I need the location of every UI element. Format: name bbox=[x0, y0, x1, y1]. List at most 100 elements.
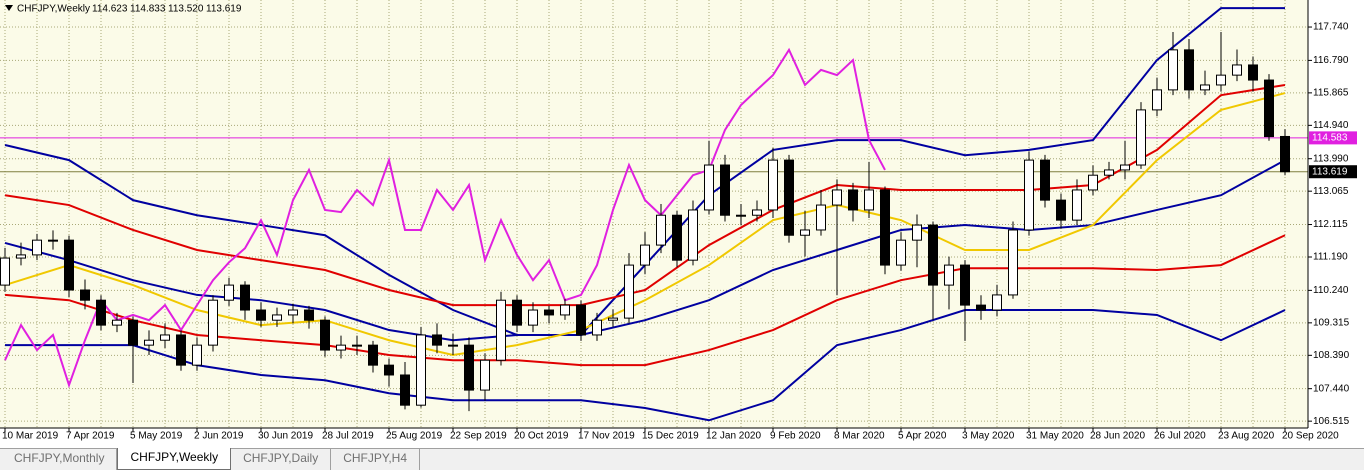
candle-body bbox=[1264, 79, 1274, 138]
tab[interactable]: CHFJPY,Weekly bbox=[117, 448, 232, 470]
candle-body bbox=[544, 309, 554, 316]
indicator-line bbox=[5, 309, 1286, 422]
candle-body bbox=[912, 224, 922, 241]
candle-body bbox=[320, 319, 330, 351]
oscillator-line bbox=[4, 47, 886, 389]
x-tick-label: 28 Jul 2019 bbox=[322, 431, 374, 442]
candle-body bbox=[64, 239, 74, 291]
y-tick-label: 117.740 bbox=[1313, 22, 1349, 33]
candle-body bbox=[480, 359, 490, 391]
x-tick-label: 31 May 2020 bbox=[1026, 431, 1084, 442]
candle-body bbox=[1008, 229, 1018, 296]
candle-body bbox=[848, 189, 858, 211]
y-tick-label: 108.390 bbox=[1313, 350, 1350, 361]
x-tick-label: 20 Oct 2019 bbox=[514, 431, 569, 442]
candle-body bbox=[1104, 169, 1114, 176]
x-tick-label: 26 Jul 2020 bbox=[1154, 431, 1206, 442]
x-tick-label: 10 Mar 2019 bbox=[2, 431, 59, 442]
candle-body bbox=[368, 344, 378, 366]
candle-body bbox=[1184, 49, 1194, 91]
candle-body bbox=[496, 299, 506, 361]
tab-bar: CHFJPY,Monthly CHFJPY,Weekly CHFJPY,Daily C… bbox=[0, 448, 1364, 470]
candle-body bbox=[224, 284, 234, 301]
candle-body bbox=[0, 257, 10, 286]
y-tick-label: 106.515 bbox=[1313, 416, 1350, 427]
candle-body bbox=[32, 239, 42, 256]
candle-body bbox=[944, 264, 954, 286]
candle-body bbox=[112, 319, 122, 326]
candle-body bbox=[432, 334, 442, 346]
candle-body bbox=[1040, 159, 1050, 201]
candle-body bbox=[1120, 164, 1130, 171]
candle-body bbox=[400, 374, 410, 406]
candle-body bbox=[736, 214, 746, 217]
tab[interactable]: CHFJPY,H4 bbox=[331, 449, 421, 470]
candle-body bbox=[784, 159, 794, 236]
candle-body bbox=[816, 204, 826, 231]
candle-body bbox=[640, 244, 650, 266]
candle-body bbox=[160, 334, 170, 341]
candle-body bbox=[976, 304, 986, 311]
candle-body bbox=[1280, 135, 1290, 173]
indicator-line bbox=[4, 83, 1286, 307]
y-tick-label: 111.190 bbox=[1313, 252, 1348, 263]
candle-body bbox=[1216, 74, 1226, 86]
price-label: 114.583 bbox=[1312, 133, 1348, 144]
candle-body bbox=[864, 189, 874, 211]
x-tick-label: 8 Mar 2020 bbox=[834, 431, 885, 442]
candle-body bbox=[960, 264, 970, 306]
y-tick-label: 116.790 bbox=[1313, 55, 1349, 66]
tab[interactable]: CHFJPY,Daily bbox=[231, 449, 332, 470]
y-tick-label: 112.115 bbox=[1313, 219, 1348, 230]
y-tick-label: 114.940 bbox=[1313, 120, 1349, 131]
candle-body bbox=[384, 364, 394, 376]
price-label-box bbox=[1309, 165, 1357, 179]
candle-body bbox=[144, 339, 154, 346]
x-tick-label: 17 Nov 2019 bbox=[578, 431, 635, 442]
candle-body bbox=[896, 239, 906, 266]
y-tick-label: 110.240 bbox=[1313, 285, 1349, 296]
candle-body bbox=[768, 159, 778, 211]
candle-body bbox=[720, 164, 730, 216]
candle-body bbox=[528, 309, 538, 326]
x-tick-label: 7 Apr 2019 bbox=[66, 431, 115, 442]
candle-body bbox=[688, 209, 698, 261]
candle-body bbox=[608, 317, 618, 321]
candle-body bbox=[80, 289, 90, 301]
candle-body bbox=[448, 344, 458, 347]
candle-body bbox=[1152, 89, 1162, 111]
candle-body bbox=[1200, 84, 1210, 91]
candle-body bbox=[208, 299, 218, 346]
ohlc-high: 114.833 bbox=[130, 4, 166, 15]
menu-icon[interactable] bbox=[5, 5, 13, 11]
x-tick-label: 30 Jun 2019 bbox=[258, 431, 313, 442]
x-tick-label: 22 Sep 2019 bbox=[450, 431, 507, 442]
ohlc-open: 114.623 bbox=[92, 4, 128, 15]
candle-body bbox=[992, 294, 1002, 311]
x-tick-label: 15 Dec 2019 bbox=[642, 431, 699, 442]
x-tick-label: 25 Aug 2019 bbox=[386, 431, 443, 442]
ohlc-close: 113.619 bbox=[206, 4, 242, 15]
indicator-line bbox=[4, 234, 1286, 367]
candle-body bbox=[576, 304, 586, 336]
tab[interactable]: CHFJPY,Monthly bbox=[2, 449, 118, 470]
candle-body bbox=[304, 309, 314, 321]
candle-body bbox=[352, 344, 362, 347]
x-tick-label: 20 Sep 2020 bbox=[1282, 431, 1339, 442]
candle-body bbox=[1072, 189, 1082, 221]
candle-body bbox=[1056, 199, 1066, 221]
candle-body bbox=[288, 309, 298, 316]
candle-body bbox=[176, 334, 186, 366]
candle-body bbox=[512, 299, 522, 326]
candle-body bbox=[192, 344, 202, 366]
candle-body bbox=[592, 319, 602, 336]
candle-body bbox=[752, 209, 762, 216]
candle-body bbox=[128, 319, 138, 346]
candle-body bbox=[96, 299, 106, 326]
price-label-box bbox=[1309, 131, 1357, 145]
candle-body bbox=[240, 284, 250, 311]
x-tick-label: 3 May 2020 bbox=[962, 431, 1015, 442]
candle-body bbox=[16, 254, 26, 259]
candle-body bbox=[800, 229, 810, 236]
